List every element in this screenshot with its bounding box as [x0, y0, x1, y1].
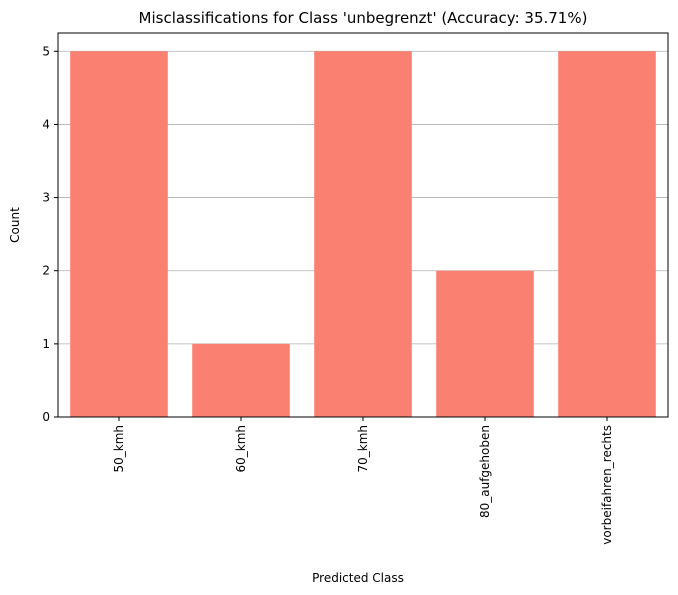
y-tick-label: 5 — [42, 44, 50, 58]
y-tick-label: 1 — [42, 337, 50, 351]
x-axis-label: Predicted Class — [312, 571, 404, 585]
y-axis-ticks: 0 1 2 3 4 5 — [42, 44, 58, 424]
y-axis-label: Count — [8, 207, 22, 243]
x-axis-ticks: 50_kmh 60_kmh 70_kmh 80_aufgehoben vorbeifah… — [112, 417, 614, 545]
bar-50-kmh — [70, 51, 168, 418]
x-tick-label: 80_aufgehoben — [478, 425, 492, 518]
chart-title: Misclassifications for Class 'unbegrenzt… — [139, 9, 588, 27]
y-tick-label: 0 — [42, 410, 50, 424]
y-tick-label: 2 — [42, 264, 50, 278]
x-tick-label: vorbeifahren_rechts — [600, 425, 614, 545]
y-tick-label: 4 — [42, 117, 50, 131]
x-tick-label: 50_kmh — [112, 425, 126, 473]
bar-80-aufgehoben — [436, 270, 534, 417]
x-tick-label: 60_kmh — [234, 425, 248, 473]
bars — [70, 51, 656, 418]
y-tick-label: 3 — [42, 191, 50, 205]
bar-70-kmh — [314, 51, 412, 418]
x-tick-label: 70_kmh — [356, 425, 370, 473]
bar-vorbeifahren-rechts — [558, 51, 656, 418]
bar-60-kmh — [192, 343, 290, 417]
